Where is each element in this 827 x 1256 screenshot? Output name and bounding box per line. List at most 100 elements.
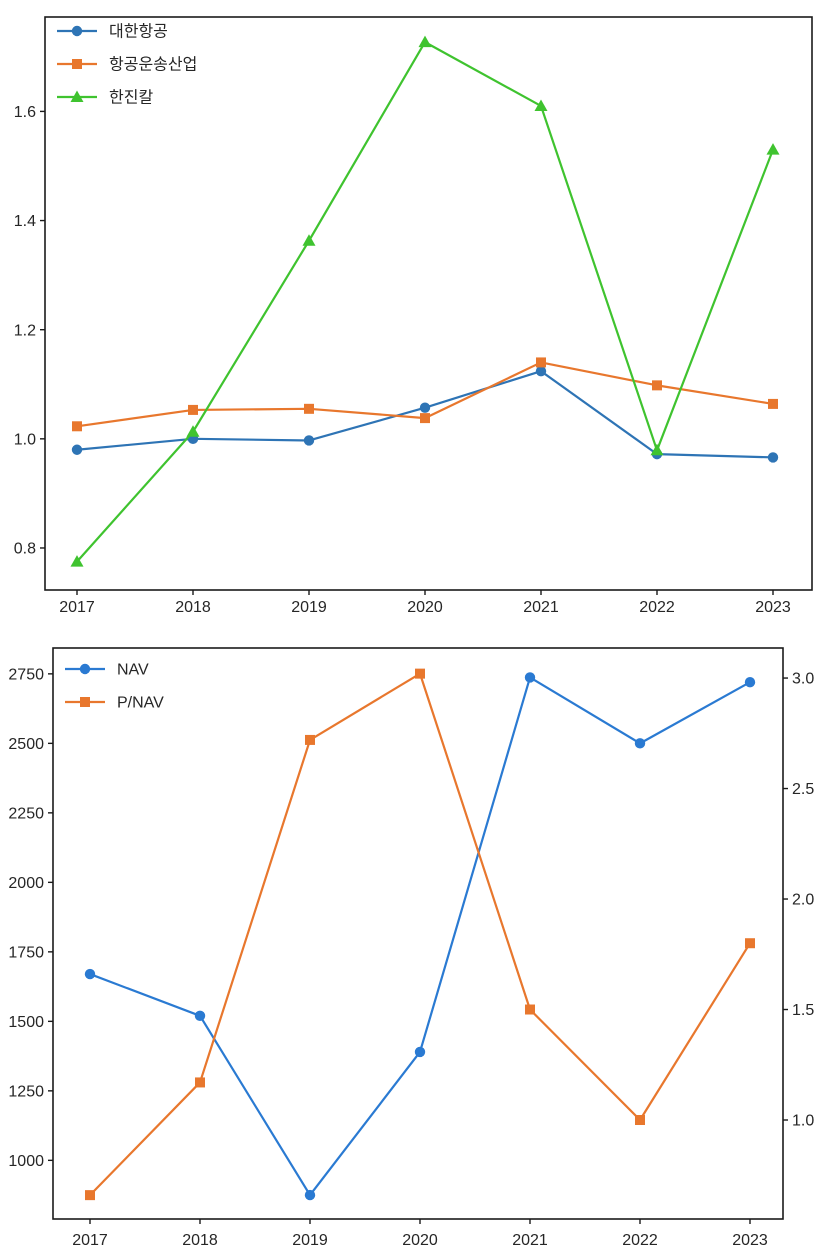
series-1-line [88,672,752,1197]
y-tick-label: 1.6 [14,104,36,121]
x-tick-label: 2022 [622,1232,658,1249]
series-1-point-6 [768,398,778,409]
x-tick-label: 2020 [402,1232,438,1249]
x-tick-label: 2023 [755,599,791,616]
series-0-point-4 [535,365,547,377]
series-1-point-6 [745,938,755,949]
series-0-point-5 [634,738,646,749]
series-1 [85,668,755,1201]
legend-marker-1 [72,59,82,69]
legend-entry-1: P/NAV [65,695,164,712]
bottom-chart: 2017 2018 2019 2020 2021 2022 2023 1000 1250 1500… [0,627,827,1256]
y-tick-label: 1250 [8,1083,44,1100]
y-tick-label: 3.0 [792,671,814,688]
left-y-axis: 0.8 1.0 1.2 1.4 1.6 [14,104,45,558]
plot-box [52,647,784,1220]
series-0-point-0 [84,968,96,980]
legend-label: NAV [117,662,149,679]
y-tick-label: 1.2 [14,322,36,339]
series-0-point-4 [524,672,536,683]
series-2-point-2 [302,234,316,246]
y-tick-label: 1.4 [14,213,36,230]
x-tick-label: 2021 [523,599,559,616]
series-1-point-0 [72,421,82,432]
series-2-point-0 [70,555,84,567]
series-2-point-1 [186,425,200,437]
series-1-point-5 [652,380,662,391]
y-tick-label: 2.5 [792,781,814,798]
x-tick-label: 2022 [639,599,675,616]
series-1-point-0 [85,1190,95,1201]
bottom-chart-canvas: 2017 2018 2019 2020 2021 2022 2023 1000 1250 1500… [8,647,814,1249]
series-0 [84,672,756,1201]
x-tick-label: 2019 [291,599,327,616]
top-chart: 2017 2018 2019 2020 2021 2022 2023 0.8 1.0 1.2 1.4… [0,0,827,627]
series-2-line [75,41,775,563]
series-1-point-5 [635,1115,645,1126]
y-tick-label: 2000 [8,875,44,892]
x-tick-label: 2019 [292,1232,328,1249]
y-tick-label: 1750 [8,944,44,961]
series-1-point-3 [420,413,430,424]
y-tick-label: 1500 [8,1014,44,1031]
series-1-point-1 [188,404,198,415]
series-1-point-2 [304,403,314,414]
x-axis: 2017 2018 2019 2020 2021 2022 2023 [72,1219,768,1249]
legend-marker-1 [80,697,90,707]
y-tick-label: 1000 [8,1153,44,1170]
x-tick-label: 2018 [182,1232,218,1249]
y-tick-label: 1.5 [792,1002,814,1019]
series-0-point-6 [744,676,756,688]
x-tick-label: 2018 [175,599,211,616]
y-tick-label: 1.0 [14,431,36,448]
legend: NAV P/NAV [65,662,164,712]
y-tick-label: 1.0 [792,1113,814,1130]
series-2-point-6 [766,143,780,155]
series-2-point-3 [418,35,432,48]
series-0-point-3 [419,402,431,413]
series-1-point-2 [305,734,315,745]
y-tick-label: 2500 [8,736,44,753]
top-chart-canvas: 2017 2018 2019 2020 2021 2022 2023 0.8 1.0 1.2 1.4… [14,16,813,616]
series-1 [72,357,778,432]
series-1-point-3 [415,668,425,679]
legend-marker-0 [71,25,83,37]
right-y-axis: 1.0 1.5 2.0 2.5 3.0 [783,671,814,1130]
legend-entry-1: 항공운송산업 [57,56,197,74]
series-1-point-4 [525,1004,535,1015]
legend-marker-0 [79,663,91,675]
legend-label: P/NAV [117,695,164,712]
legend-label: 한진칼 [109,89,153,107]
series-0-point-2 [303,435,315,446]
legend-entry-0: NAV [65,662,149,679]
series-0-point-6 [767,452,779,463]
y-tick-label: 2250 [8,805,44,822]
plot-box [44,16,813,591]
left-y-axis: 1000 1250 1500 1750 2000 2250 2500 2750 [8,666,53,1170]
x-tick-label: 2020 [407,599,443,616]
series-1-point-4 [536,357,546,368]
series-0-point-2 [304,1189,316,1201]
legend-marker-2 [70,90,84,102]
y-tick-label: 2750 [8,666,44,683]
x-tick-label: 2017 [72,1232,108,1249]
y-tick-label: 2.0 [792,892,814,909]
x-tick-label: 2021 [512,1232,548,1249]
series-0-line [88,676,752,1197]
series-0-point-0 [71,444,83,455]
x-tick-label: 2017 [59,599,95,616]
legend-entry-2: 한진칼 [57,89,153,107]
series-1-point-1 [195,1077,205,1088]
series-0-point-1 [194,1010,206,1021]
legend-label: 대한항공 [109,23,168,41]
series-2 [70,35,780,567]
y-tick-label: 0.8 [14,541,36,558]
legend-entry-0: 대한항공 [57,23,168,41]
series-2-point-4 [534,99,548,111]
legend-label: 항공운송산업 [109,56,197,74]
series-0-point-3 [414,1046,426,1058]
x-axis: 2017 2018 2019 2020 2021 2022 2023 [59,590,791,616]
x-tick-label: 2023 [732,1232,768,1249]
